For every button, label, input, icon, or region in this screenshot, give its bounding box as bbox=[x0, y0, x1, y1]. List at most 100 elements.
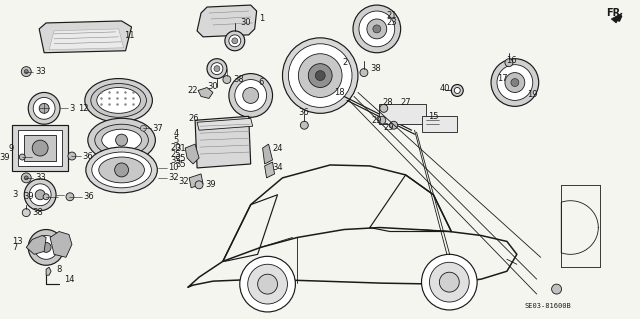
Text: 22: 22 bbox=[187, 86, 198, 95]
Polygon shape bbox=[195, 116, 251, 168]
Circle shape bbox=[24, 176, 28, 180]
Text: 36: 36 bbox=[298, 108, 309, 117]
Ellipse shape bbox=[86, 147, 157, 193]
Text: 29: 29 bbox=[384, 123, 394, 132]
Text: 15: 15 bbox=[428, 112, 439, 121]
Circle shape bbox=[282, 38, 358, 113]
Circle shape bbox=[298, 54, 342, 97]
Circle shape bbox=[360, 69, 368, 77]
Circle shape bbox=[211, 63, 223, 75]
Polygon shape bbox=[49, 29, 124, 50]
Bar bbox=[12, 125, 68, 171]
Circle shape bbox=[232, 38, 238, 44]
Circle shape bbox=[240, 256, 296, 312]
Circle shape bbox=[235, 79, 267, 111]
Text: FR: FR bbox=[606, 8, 620, 18]
Circle shape bbox=[229, 35, 241, 47]
Circle shape bbox=[115, 163, 129, 177]
Text: 23: 23 bbox=[387, 19, 397, 27]
Ellipse shape bbox=[99, 157, 145, 183]
Circle shape bbox=[22, 209, 30, 217]
Circle shape bbox=[29, 184, 51, 206]
Circle shape bbox=[68, 152, 76, 160]
Text: 24: 24 bbox=[273, 144, 283, 152]
Circle shape bbox=[207, 59, 227, 78]
Text: 28: 28 bbox=[383, 98, 394, 107]
Polygon shape bbox=[189, 174, 203, 188]
Circle shape bbox=[24, 179, 56, 211]
Circle shape bbox=[454, 87, 460, 93]
Circle shape bbox=[41, 242, 51, 252]
Ellipse shape bbox=[97, 87, 140, 113]
Text: 16: 16 bbox=[506, 56, 516, 65]
Circle shape bbox=[21, 173, 31, 183]
Circle shape bbox=[373, 25, 381, 33]
Text: 38: 38 bbox=[370, 64, 381, 73]
Text: 34: 34 bbox=[273, 163, 283, 173]
Ellipse shape bbox=[88, 118, 156, 162]
Text: 19: 19 bbox=[527, 90, 538, 99]
Circle shape bbox=[300, 121, 308, 129]
Ellipse shape bbox=[85, 78, 152, 122]
Circle shape bbox=[28, 229, 64, 265]
Circle shape bbox=[39, 103, 49, 113]
Polygon shape bbox=[197, 118, 253, 130]
Circle shape bbox=[511, 78, 519, 86]
Circle shape bbox=[35, 190, 45, 200]
Circle shape bbox=[195, 181, 203, 189]
Text: 33: 33 bbox=[35, 173, 46, 182]
Circle shape bbox=[43, 194, 49, 200]
Text: 4: 4 bbox=[173, 129, 179, 138]
Ellipse shape bbox=[92, 152, 152, 188]
Text: 12: 12 bbox=[78, 104, 88, 113]
Polygon shape bbox=[611, 13, 622, 23]
Text: 3: 3 bbox=[69, 104, 74, 113]
Circle shape bbox=[289, 44, 352, 108]
Circle shape bbox=[19, 154, 25, 160]
Circle shape bbox=[214, 66, 220, 71]
Ellipse shape bbox=[91, 84, 147, 117]
Circle shape bbox=[223, 76, 231, 84]
Circle shape bbox=[225, 31, 244, 51]
Circle shape bbox=[353, 5, 401, 53]
Polygon shape bbox=[39, 21, 132, 53]
Circle shape bbox=[229, 74, 273, 117]
Circle shape bbox=[243, 87, 259, 103]
Circle shape bbox=[390, 121, 397, 129]
Text: 3: 3 bbox=[12, 190, 18, 199]
Text: 10: 10 bbox=[168, 163, 179, 173]
Circle shape bbox=[497, 65, 532, 100]
Text: 32: 32 bbox=[178, 177, 189, 186]
Text: 20: 20 bbox=[170, 143, 180, 152]
Text: 29: 29 bbox=[372, 116, 382, 125]
Polygon shape bbox=[185, 144, 199, 164]
Bar bbox=[24, 135, 56, 161]
Ellipse shape bbox=[95, 124, 148, 156]
Circle shape bbox=[451, 85, 463, 96]
Text: 1: 1 bbox=[259, 14, 264, 24]
Text: 38: 38 bbox=[32, 208, 43, 217]
Text: SE03-81600B: SE03-81600B bbox=[525, 303, 572, 309]
Circle shape bbox=[367, 19, 387, 39]
Text: 17: 17 bbox=[497, 74, 508, 83]
Circle shape bbox=[28, 93, 60, 124]
Text: 9: 9 bbox=[8, 144, 13, 152]
Polygon shape bbox=[262, 144, 273, 164]
Text: 21: 21 bbox=[387, 11, 397, 19]
Text: 13: 13 bbox=[12, 237, 23, 246]
Circle shape bbox=[24, 70, 28, 74]
Circle shape bbox=[34, 235, 58, 259]
Text: 35: 35 bbox=[175, 160, 186, 169]
Ellipse shape bbox=[102, 129, 141, 151]
Circle shape bbox=[316, 70, 325, 80]
Circle shape bbox=[552, 284, 561, 294]
Text: 6: 6 bbox=[259, 78, 264, 87]
Circle shape bbox=[380, 104, 388, 112]
Circle shape bbox=[258, 274, 278, 294]
Polygon shape bbox=[50, 232, 72, 257]
Polygon shape bbox=[197, 5, 257, 37]
Text: 35: 35 bbox=[170, 157, 181, 166]
Bar bbox=[19, 130, 62, 166]
Text: 25: 25 bbox=[170, 150, 180, 159]
Circle shape bbox=[66, 193, 74, 201]
